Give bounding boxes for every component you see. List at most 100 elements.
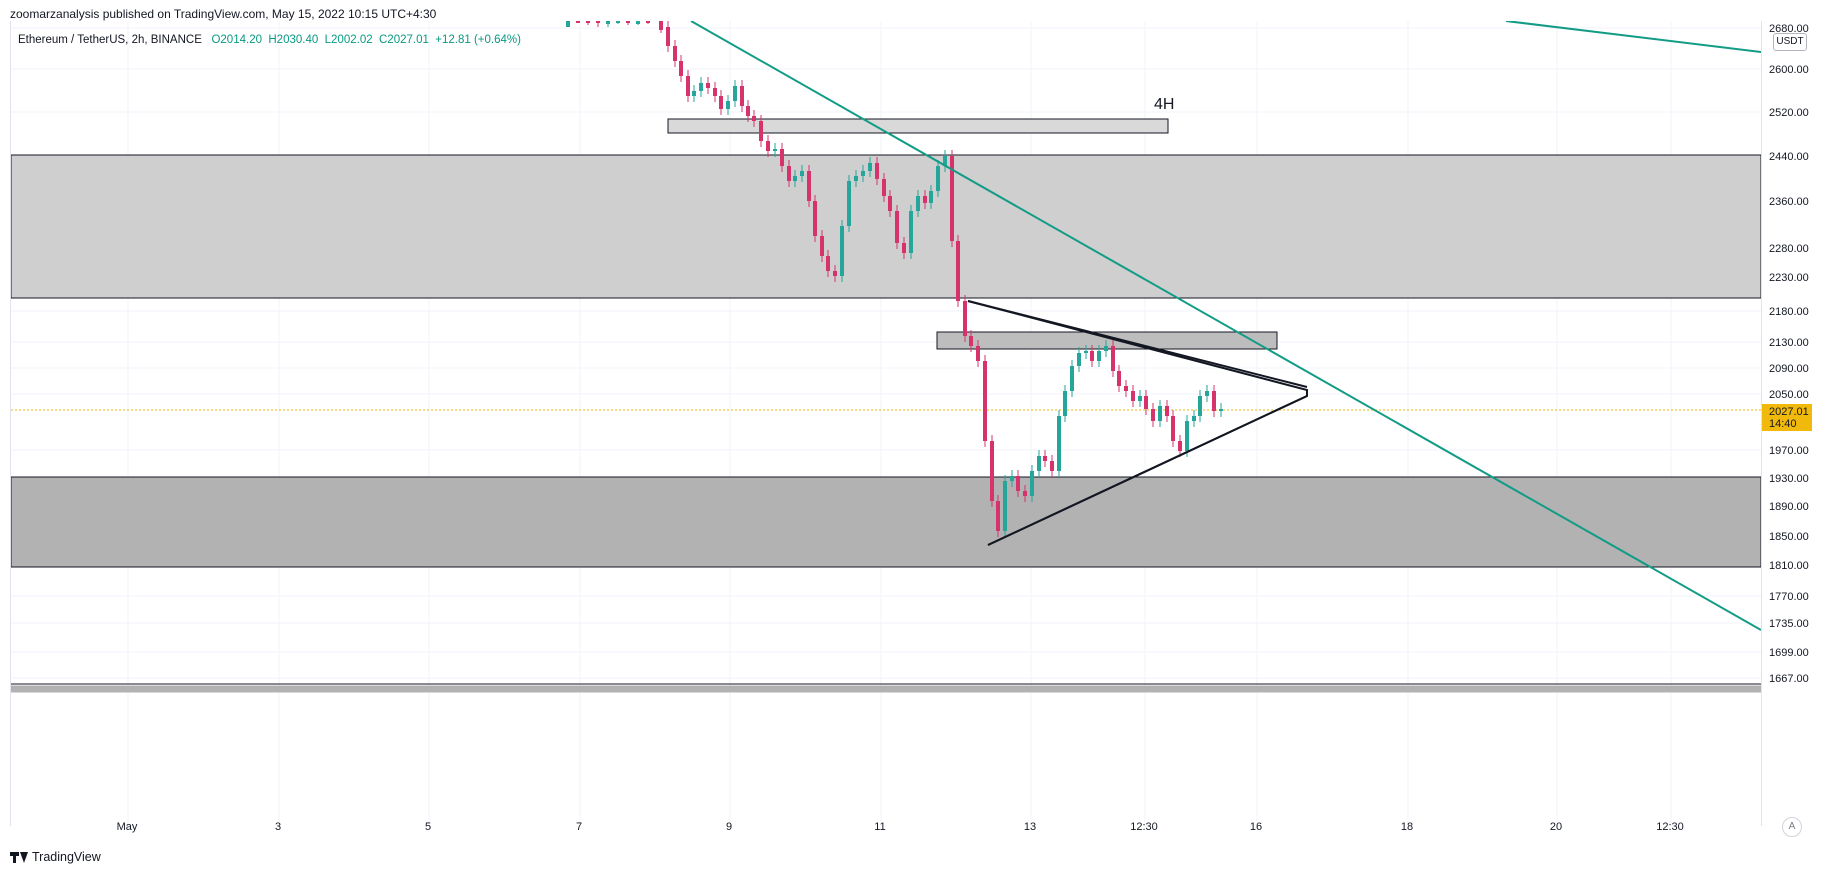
candle-body (1124, 386, 1128, 391)
candle-body (713, 88, 717, 96)
candle-body (1010, 476, 1014, 481)
candle-body (616, 21, 620, 23)
time-tick-label: 12:30 (1130, 821, 1158, 833)
candle-body (983, 361, 987, 441)
chart-pane[interactable]: 4H (10, 20, 1762, 826)
candle-body (1117, 371, 1121, 386)
publisher-line: zoomarzanalysis published on TradingView… (10, 7, 437, 21)
candle-body (1090, 351, 1094, 361)
candle-body (1057, 416, 1061, 471)
last-price-label: 2027.01 (1769, 406, 1809, 418)
price-tick-label: 1699.00 (1769, 647, 1809, 659)
candle-body (626, 21, 630, 23)
price-tick-label: 2680.00 (1769, 23, 1809, 35)
price-scale[interactable]: 2680.00 2600.00 2520.00 2440.00 2360.00 2280.… (1761, 21, 1834, 826)
demand-zone-lower (10, 476, 1762, 568)
candle-body (686, 76, 690, 96)
candle-body (646, 21, 650, 23)
candle-body (888, 196, 892, 211)
candle-body (740, 86, 744, 106)
time-tick-label: 18 (1401, 821, 1413, 833)
candle-body (719, 96, 723, 109)
time-tick-label: 3 (275, 821, 281, 833)
candle-body (746, 106, 750, 116)
time-tick-label: 12:30 (1656, 821, 1684, 833)
candle-body (1219, 409, 1223, 411)
time-tick-label: 11 (874, 821, 885, 833)
triangle-lower-edge (987, 395, 1308, 546)
candle-body (1003, 481, 1007, 531)
candle-body (1050, 461, 1054, 471)
open-value: O2014.20 (211, 34, 262, 46)
candle-body (596, 21, 600, 23)
time-axis[interactable]: May 3 5 7 9 11 13 12:30 16 18 20 12:30 (0, 815, 1834, 839)
candle-body (929, 191, 933, 203)
close-value: C2027.01 (379, 34, 429, 46)
candle-body (1023, 491, 1027, 496)
tradingview-logo[interactable]: TradingView (10, 850, 101, 864)
candle-body (840, 226, 844, 276)
unit-badge[interactable]: USDT (1773, 33, 1807, 51)
candle-body (1144, 396, 1148, 409)
candle-body (1212, 391, 1216, 411)
candle-body (847, 181, 851, 226)
price-tick-label: 2130.00 (1769, 337, 1809, 349)
triangle-upper-edge (967, 300, 1308, 388)
time-tick-label: 9 (726, 821, 732, 833)
candle-body (706, 83, 710, 88)
candle-body (636, 21, 640, 24)
price-tick-label: 1810.00 (1769, 560, 1809, 572)
candle-body (1165, 406, 1169, 416)
price-tick-label: 2440.00 (1769, 151, 1809, 163)
price-tick-label: 2520.00 (1769, 107, 1809, 119)
price-tick-label: 1667.00 (1769, 673, 1809, 685)
price-tick-label: 1735.00 (1769, 618, 1809, 630)
candle-body (576, 21, 580, 23)
price-tick-label: 1890.00 (1769, 501, 1809, 513)
candle-body (773, 149, 777, 151)
candle-body (902, 243, 906, 253)
candle-body (733, 86, 737, 101)
candle-body (1084, 351, 1088, 353)
change-value: +12.81 (+0.64%) (435, 34, 521, 46)
candle-body (916, 196, 920, 211)
time-tick-label: 20 (1550, 821, 1562, 833)
candle-body (787, 166, 791, 181)
candle-body (820, 236, 824, 256)
candle-body (752, 116, 756, 121)
low-value: L2002.02 (324, 34, 373, 46)
candle-body (1171, 416, 1175, 441)
candle-body (692, 91, 696, 96)
price-tick-label: 2360.00 (1769, 196, 1809, 208)
candle-body (1070, 366, 1074, 391)
price-chart[interactable]: 4H (10, 20, 1762, 826)
candle-body (1037, 456, 1041, 471)
candle-body (950, 156, 954, 241)
price-tick-label: 2280.00 (1769, 243, 1809, 255)
candle-body (800, 171, 804, 176)
candle-body (996, 501, 1000, 531)
candle-body (882, 179, 886, 196)
price-tick-label: 1930.00 (1769, 473, 1809, 485)
ticker-legend: Ethereum / TetherUS, 2h, BINANCE O2014.2… (18, 34, 521, 46)
candle-body (1158, 406, 1162, 421)
candle-body (679, 61, 683, 76)
price-tick-label: 2050.00 (1769, 389, 1809, 401)
candle-body (943, 156, 947, 166)
candle-body (726, 101, 730, 109)
candle-body (875, 163, 879, 179)
candle-body (1178, 441, 1182, 451)
price-tick-label: 1770.00 (1769, 591, 1809, 603)
descending-trendline (690, 20, 1762, 631)
candle-body (807, 171, 811, 201)
high-value: H2030.40 (268, 34, 319, 46)
price-tick-label: 2090.00 (1769, 363, 1809, 375)
upper-right-trendline (1505, 20, 1762, 53)
auto-scale-button[interactable]: A (1782, 817, 1802, 837)
price-tick-label: 1850.00 (1769, 531, 1809, 543)
time-tick-label: 7 (576, 821, 582, 833)
candle-body (699, 83, 703, 91)
countdown-label: 14:40 (1769, 418, 1797, 430)
time-tick-label: May (117, 821, 138, 833)
candle-body (868, 163, 872, 171)
